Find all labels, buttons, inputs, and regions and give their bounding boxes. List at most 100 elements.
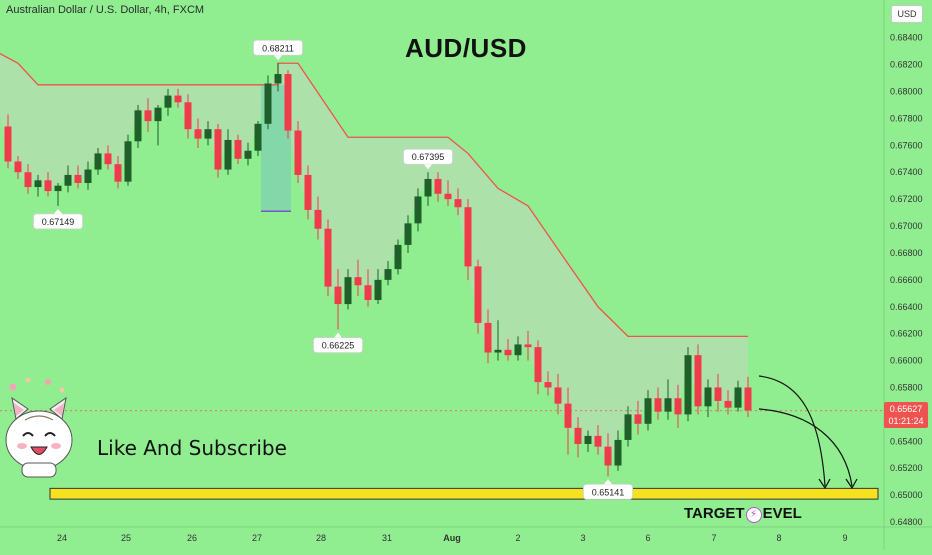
candle-body (224, 139, 232, 170)
candle-body (94, 153, 102, 170)
candle (464, 199, 472, 280)
candle-body (234, 139, 242, 159)
annotation-label: 0.66225 (322, 341, 355, 351)
candle (164, 88, 172, 116)
current-price-tag: 0.65627 01:21:24 (884, 402, 928, 428)
candle (454, 188, 462, 216)
candle-body (534, 347, 542, 383)
candle (4, 114, 12, 169)
candle-body (104, 153, 112, 165)
candle-body (434, 178, 442, 194)
y-tick-label: 0.65200 (890, 463, 923, 473)
candle-body (504, 349, 512, 356)
candle-body (394, 244, 402, 270)
x-tick-label: 8 (776, 533, 781, 543)
candle-body (424, 178, 432, 197)
candle-body (684, 355, 692, 415)
candle (734, 380, 742, 412)
candle (564, 387, 572, 455)
current-price-value: 0.65627 (889, 404, 923, 414)
candle (404, 215, 412, 253)
x-tick-label: 7 (711, 533, 716, 543)
candle-body (214, 129, 222, 170)
candle-body (464, 207, 472, 267)
y-tick-label: 0.67200 (890, 194, 923, 204)
candle-body (544, 382, 552, 388)
x-tick-label: 25 (121, 533, 131, 543)
candle (24, 164, 32, 194)
candle-body (204, 129, 212, 139)
candle-body (254, 123, 262, 151)
candle-body (604, 446, 612, 466)
candle (254, 121, 262, 157)
y-tick-label: 0.65000 (890, 490, 923, 500)
candle-body (734, 387, 742, 408)
candle (274, 63, 282, 92)
subscribe-callout: Like And Subscribe (97, 436, 287, 460)
candle-body (34, 180, 42, 188)
y-tick-label: 0.66600 (890, 275, 923, 285)
candle (684, 347, 692, 422)
candle-body (154, 107, 162, 122)
annotation-pointer (334, 332, 342, 338)
candle-body (74, 174, 82, 184)
y-tick-label: 0.68400 (890, 33, 923, 43)
candle-body (144, 110, 152, 122)
candle (284, 70, 292, 139)
candle-body (164, 95, 172, 108)
candle-body (574, 427, 582, 444)
candle-body (694, 355, 702, 407)
cat-mascot-icon (5, 377, 73, 478)
y-tick-label: 0.65800 (890, 382, 923, 392)
projection-arrows (758, 375, 858, 490)
chart-title: AUD/USD (405, 33, 527, 63)
x-tick-label: 31 (382, 533, 392, 543)
candle (384, 261, 392, 286)
candle (224, 129, 232, 175)
candle-body (294, 130, 302, 175)
x-tick-label: 2 (515, 533, 520, 543)
candle-body (44, 180, 52, 192)
candle (414, 188, 422, 232)
x-tick-label: 28 (316, 533, 326, 543)
candle (374, 269, 382, 305)
candle (594, 425, 602, 455)
candle-body (444, 193, 452, 200)
candle-body (454, 199, 462, 208)
candle (514, 336, 522, 361)
candle (604, 433, 612, 477)
annotation-label: 0.67149 (42, 217, 75, 227)
candle (134, 104, 142, 149)
candle-body (344, 277, 352, 305)
price-annotation: 0.67395 (402, 148, 453, 170)
annotation-label: 0.67395 (412, 152, 445, 162)
candle (114, 156, 122, 189)
candle (434, 172, 442, 202)
candle-body (134, 110, 142, 142)
candle (484, 309, 492, 364)
candle-body (84, 169, 92, 184)
candle-body (654, 398, 662, 412)
candle (234, 134, 242, 165)
candle-body (414, 196, 422, 224)
candle (554, 374, 562, 415)
annotation-pointer (274, 55, 282, 61)
candle-body (4, 126, 12, 162)
candle (244, 142, 252, 166)
candle-body (314, 209, 322, 229)
candle (354, 259, 362, 297)
candle (54, 183, 62, 206)
candle (674, 384, 682, 428)
x-tick-label: 6 (645, 533, 650, 543)
candle-body (614, 439, 622, 466)
x-tick-label: Aug (443, 533, 461, 543)
candle (424, 172, 432, 206)
y-tick-label: 0.65400 (890, 436, 923, 446)
candle-body (324, 228, 332, 287)
annotation-label: 0.68211 (262, 43, 294, 53)
y-tick-label: 0.67800 (890, 113, 923, 123)
currency-badge[interactable]: USD (891, 5, 923, 23)
candle-body (594, 435, 602, 447)
